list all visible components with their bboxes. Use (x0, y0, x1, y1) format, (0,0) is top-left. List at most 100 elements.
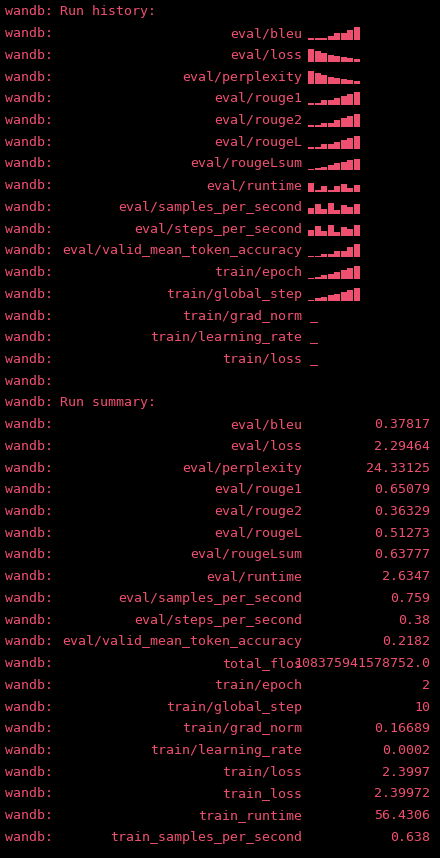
Bar (321, 275, 327, 279)
Text: train_samples_per_second: train_samples_per_second (110, 831, 302, 844)
Bar (354, 245, 359, 257)
Bar (348, 247, 353, 257)
Bar (321, 123, 327, 127)
Bar (328, 202, 334, 214)
Bar (334, 232, 340, 236)
Bar (308, 49, 314, 62)
Bar (341, 33, 347, 40)
Bar (334, 163, 340, 171)
Text: eval/perplexity: eval/perplexity (182, 462, 302, 474)
Bar (354, 203, 359, 214)
Bar (321, 231, 327, 236)
Text: wandb:: wandb: (5, 809, 53, 822)
Bar (334, 56, 340, 62)
Bar (308, 208, 314, 214)
Text: 24.33125: 24.33125 (366, 462, 430, 474)
Text: eval/bleu: eval/bleu (230, 418, 302, 432)
Bar (348, 269, 353, 279)
Bar (341, 95, 347, 106)
Bar (334, 210, 340, 214)
Bar (321, 166, 327, 171)
Bar (315, 103, 321, 106)
Bar (315, 51, 321, 62)
Text: _: _ (310, 310, 318, 323)
Text: 0.51273: 0.51273 (374, 527, 430, 540)
Text: eval/rougeL: eval/rougeL (214, 527, 302, 540)
Text: wandb:: wandb: (5, 49, 53, 62)
Text: eval/samples_per_second: eval/samples_per_second (118, 592, 302, 605)
Text: eval/valid_mean_token_accuracy: eval/valid_mean_token_accuracy (62, 636, 302, 649)
Bar (341, 140, 347, 148)
Bar (308, 169, 314, 171)
Text: wandb:: wandb: (5, 136, 53, 148)
Text: train/learning_rate: train/learning_rate (150, 744, 302, 757)
Bar (354, 185, 359, 192)
Bar (328, 225, 334, 236)
Bar (348, 30, 353, 40)
Bar (354, 81, 359, 83)
Bar (348, 94, 353, 106)
Bar (328, 295, 334, 301)
Bar (334, 293, 340, 301)
Bar (328, 77, 334, 83)
Text: wandb:: wandb: (5, 70, 53, 83)
Bar (341, 184, 347, 192)
Bar (328, 254, 334, 257)
Bar (348, 81, 353, 83)
Bar (354, 266, 359, 279)
Text: 0.16689: 0.16689 (374, 722, 430, 735)
Bar (328, 165, 334, 171)
Text: eval/perplexity: eval/perplexity (182, 70, 302, 83)
Text: eval/valid_mean_token_accuracy: eval/valid_mean_token_accuracy (62, 245, 302, 257)
Bar (341, 80, 347, 83)
Text: eval/rougeLsum: eval/rougeLsum (190, 548, 302, 561)
Text: 0.38: 0.38 (398, 613, 430, 626)
Bar (308, 299, 314, 301)
Text: 0.638: 0.638 (390, 831, 430, 844)
Text: wandb:: wandb: (5, 462, 53, 474)
Text: wandb:: wandb: (5, 331, 53, 344)
Bar (354, 93, 359, 106)
Bar (354, 114, 359, 127)
Text: eval/rouge2: eval/rouge2 (214, 505, 302, 518)
Text: 2.3997: 2.3997 (382, 765, 430, 779)
Bar (334, 142, 340, 148)
Bar (348, 208, 353, 214)
Bar (308, 230, 314, 236)
Text: 2.6347: 2.6347 (382, 571, 430, 583)
Bar (354, 27, 359, 40)
Bar (348, 138, 353, 148)
Bar (328, 123, 334, 127)
Bar (315, 73, 321, 83)
Bar (348, 117, 353, 127)
Bar (348, 290, 353, 301)
Bar (328, 144, 334, 148)
Text: Run summary:: Run summary: (60, 396, 156, 409)
Text: eval/rouge2: eval/rouge2 (214, 114, 302, 127)
Text: 0.65079: 0.65079 (374, 483, 430, 496)
Text: 108375941578752.0: 108375941578752.0 (294, 657, 430, 670)
Bar (315, 204, 321, 214)
Bar (341, 227, 347, 236)
Text: wandb:: wandb: (5, 179, 53, 192)
Bar (321, 39, 327, 40)
Bar (328, 55, 334, 62)
Text: wandb:: wandb: (5, 93, 53, 106)
Text: wandb:: wandb: (5, 245, 53, 257)
Text: 0.63777: 0.63777 (374, 548, 430, 561)
Text: 0.36329: 0.36329 (374, 505, 430, 518)
Text: total_flos: total_flos (222, 657, 302, 670)
Bar (315, 299, 321, 301)
Bar (321, 297, 327, 301)
Text: wandb:: wandb: (5, 788, 53, 801)
Text: 0.0002: 0.0002 (382, 744, 430, 757)
Text: train_loss: train_loss (222, 788, 302, 801)
Text: train_runtime: train_runtime (198, 809, 302, 822)
Bar (308, 256, 314, 257)
Bar (354, 287, 359, 301)
Text: wandb:: wandb: (5, 483, 53, 496)
Text: _: _ (310, 331, 318, 344)
Bar (354, 59, 359, 62)
Bar (328, 190, 334, 192)
Text: wandb:: wandb: (5, 722, 53, 735)
